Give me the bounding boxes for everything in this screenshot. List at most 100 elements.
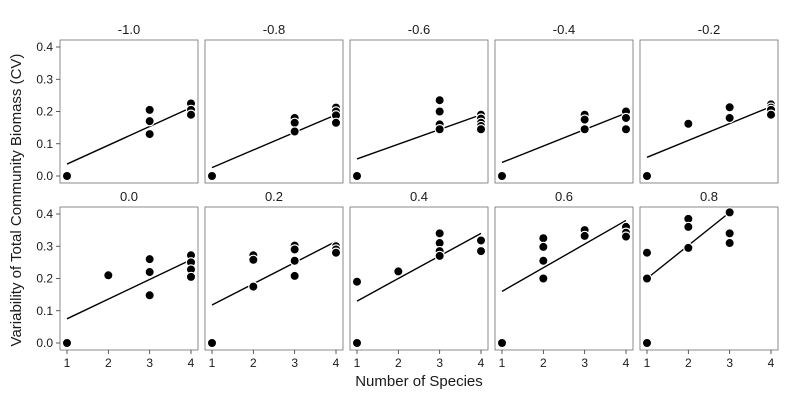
data-point: [61, 337, 73, 349]
data-point: [724, 102, 735, 113]
data-point: [579, 124, 590, 135]
facet-panel: 0.0 0.0 0.1 0.2 0.3 0.4 1 2 3 4: [36, 189, 199, 370]
data-point: [144, 115, 155, 127]
data-point: [475, 124, 487, 135]
x-tick-label: 2: [685, 356, 692, 370]
x-tick-label: 1: [499, 356, 506, 370]
data-point: [103, 270, 114, 281]
panel-frame: [494, 39, 634, 184]
facet-panel: -0.6: [349, 22, 489, 184]
regression-line: [356, 232, 482, 302]
data-point: [248, 254, 259, 265]
x-tick-label: 3: [726, 356, 733, 370]
x-tick-label: 2: [540, 356, 547, 370]
x-tick-label: 4: [768, 356, 775, 370]
regression-line: [501, 112, 627, 164]
panel-frame: [59, 39, 199, 184]
data-point: [351, 170, 363, 182]
regression-line: [211, 240, 337, 306]
panel-title: 0.2: [265, 189, 283, 204]
x-tick-label: 3: [146, 356, 153, 370]
data-point: [579, 230, 590, 242]
x-tick-label: 2: [105, 356, 112, 370]
data-point: [185, 109, 197, 120]
x-tick-label: 4: [623, 356, 630, 370]
y-tick-label: 0.4: [36, 207, 53, 221]
data-point: [393, 266, 404, 277]
y-axis-title: Variability of Total Community Biomass (…: [8, 54, 25, 347]
facet-panel: -0.8: [204, 22, 344, 184]
panel-title: 0.6: [555, 189, 573, 204]
data-point: [765, 109, 777, 120]
data-point: [206, 337, 218, 349]
data-point: [351, 276, 363, 287]
y-tick-label: 0.1: [36, 137, 53, 151]
data-point: [538, 255, 549, 266]
regression-line: [646, 106, 772, 158]
data-point: [683, 118, 694, 129]
panel-frame: [349, 39, 489, 184]
data-point: [144, 104, 155, 116]
data-point: [641, 170, 653, 182]
data-point: [61, 170, 73, 182]
facet-panel: 0.8 1 2 3 4: [639, 189, 779, 370]
y-tick-label: 0.0: [36, 336, 53, 350]
facet-panel: 0.6 1 2 3 4: [494, 189, 634, 370]
x-tick-label: 4: [478, 356, 485, 370]
facet-panel: -1.0 0.0 0.1 0.2 0.3 0.4: [36, 22, 199, 184]
data-point: [641, 273, 653, 284]
facet-panel: 0.2 1 2 3 4: [204, 189, 344, 370]
panels-layer: -1.00.00.10.20.30.4-0.8 -0.6 -0.4 -0.20.00.…: [36, 22, 779, 370]
facet-panel: -0.4: [494, 22, 634, 184]
x-tick-label: 1: [209, 356, 216, 370]
x-tick-label: 4: [333, 356, 340, 370]
data-point: [724, 228, 735, 239]
x-tick-label: 4: [188, 356, 195, 370]
data-point: [330, 117, 342, 128]
data-point: [724, 237, 735, 249]
panel-title: 0.8: [700, 189, 718, 204]
data-point: [538, 241, 549, 253]
data-point: [289, 117, 300, 128]
data-point: [683, 242, 694, 254]
y-tick-label: 0.3: [36, 72, 53, 86]
data-point: [724, 207, 735, 218]
panel-title: 0.4: [410, 189, 428, 204]
data-point: [538, 273, 549, 284]
panel-title: -0.4: [553, 22, 575, 37]
data-point: [144, 253, 155, 265]
x-tick-label: 1: [64, 356, 71, 370]
y-tick-label: 0.1: [36, 304, 53, 318]
x-tick-label: 1: [644, 356, 651, 370]
data-point: [496, 170, 508, 182]
data-point: [538, 232, 549, 244]
facet-panel: 0.4 1 2 3 4: [349, 189, 489, 370]
data-point: [475, 245, 487, 257]
data-point: [475, 235, 487, 246]
data-point: [289, 126, 300, 137]
regression-line: [501, 219, 627, 293]
regression-line: [356, 114, 482, 160]
panel-frame: [639, 206, 779, 351]
y-tick-label: 0.0: [36, 169, 53, 183]
data-point: [248, 281, 259, 292]
data-point: [206, 170, 218, 182]
y-tick-label: 0.2: [36, 272, 53, 286]
data-point: [289, 270, 300, 282]
data-point: [144, 290, 155, 301]
facet-panel: -0.2: [639, 22, 779, 184]
x-axis-title: Number of Species: [355, 373, 483, 390]
panel-title: -0.8: [263, 22, 285, 37]
y-tick-label: 0.2: [36, 105, 53, 119]
data-point: [185, 271, 197, 283]
x-tick-label: 2: [250, 356, 257, 370]
regression-line: [66, 259, 192, 320]
data-point: [641, 247, 653, 258]
x-tick-label: 3: [581, 356, 588, 370]
data-point: [330, 247, 342, 258]
data-point: [724, 112, 735, 124]
x-tick-label: 1: [354, 356, 361, 370]
x-tick-label: 3: [436, 356, 443, 370]
